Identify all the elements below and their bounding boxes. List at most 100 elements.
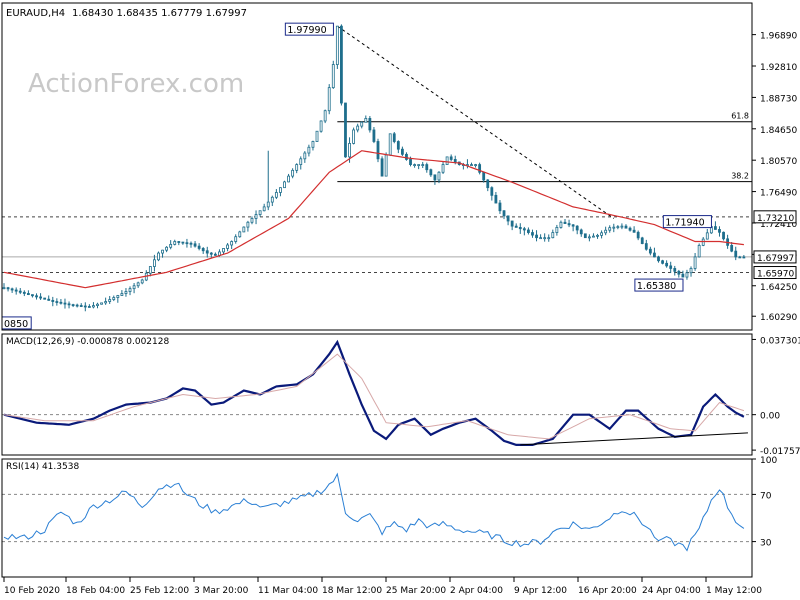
candle-body [624, 225, 628, 229]
candle-body [262, 206, 266, 212]
macd-frame [1, 333, 753, 456]
candle-body [730, 244, 734, 252]
candle-body [87, 306, 91, 308]
candle-body [246, 221, 250, 228]
candle-body [648, 248, 652, 254]
candle-body [571, 224, 575, 227]
candle-body [157, 252, 160, 261]
rsi-ytick-label: 100 [760, 456, 777, 466]
candle-body [258, 210, 262, 215]
candle-body [636, 231, 640, 239]
candle-body [567, 223, 571, 226]
candle-body [644, 243, 648, 250]
rsi-title: RSI(14) 41.3538 [6, 462, 79, 472]
macd-title: MACD(12,26,9) -0.000878 0.002128 [6, 337, 169, 347]
candle-body [222, 248, 225, 253]
candle-body [518, 227, 522, 230]
candle-body [6, 287, 10, 290]
candle-body [112, 297, 116, 300]
candle-body [429, 169, 433, 176]
candle-body [608, 227, 612, 231]
callout-box [284, 22, 334, 36]
candle-body [323, 110, 327, 122]
candle-body [35, 295, 38, 298]
candle-body [173, 241, 177, 245]
candle-body [612, 226, 616, 229]
candle-body [319, 120, 323, 132]
macd-ytick-label: -0.017577 [760, 447, 800, 457]
candle-body [441, 164, 445, 173]
candle-body [510, 220, 514, 227]
macd-line [3, 339, 745, 446]
candle-body [527, 229, 530, 233]
price-ytick-label: 1.80570 [760, 157, 797, 167]
candle-body [437, 171, 441, 181]
candle-body [340, 25, 343, 104]
candle-body [705, 232, 709, 240]
candle-body [209, 252, 213, 255]
candle-body [205, 250, 209, 254]
candle-body [344, 102, 347, 158]
candle-body [234, 236, 238, 242]
candle-body [43, 297, 47, 300]
candle-body [628, 227, 632, 231]
candle-body [502, 210, 506, 217]
level-price-box [753, 266, 797, 280]
x-tick-label: 3 Mar 20:00 [194, 586, 249, 596]
candle-body [470, 164, 473, 166]
candle-body [640, 237, 644, 244]
x-tick-label: 16 Apr 20:00 [578, 586, 637, 596]
candle-body [238, 231, 242, 238]
candle-body [669, 265, 673, 269]
candle-body [714, 226, 717, 230]
candle-body [494, 194, 498, 204]
price-frame [1, 2, 753, 331]
x-tick-label: 1 May 12:00 [706, 586, 762, 596]
price-ytick-label: 1.96890 [760, 32, 797, 42]
candle-body [14, 289, 18, 292]
moving-average-line [3, 150, 744, 289]
candle-body [148, 266, 152, 274]
macd-panel: MACD(12,26,9) -0.000878 0.002128 [2, 337, 752, 446]
x-tick-label: 25 Feb 12:00 [130, 586, 189, 596]
candle-body [506, 215, 510, 222]
candle-body [539, 237, 543, 240]
candle-body [604, 229, 608, 234]
candle-body [392, 133, 396, 142]
candle-body [18, 290, 22, 293]
candle-body [490, 187, 494, 196]
candle-body [514, 225, 518, 228]
x-tick-label: 18 Feb 04:00 [66, 586, 125, 596]
candle-body [124, 291, 128, 294]
callout-label: 1.97990 [287, 25, 326, 36]
rsi-ytick-label: 70 [760, 491, 772, 501]
x-tick-label: 24 Apr 04:00 [642, 586, 701, 596]
fib-label: 61.8 [731, 112, 749, 121]
candle-body [226, 244, 229, 249]
candle-body [132, 285, 136, 290]
candle-body [335, 25, 339, 65]
candle-body [254, 214, 258, 219]
level-price-label: 1.73210 [757, 214, 794, 224]
candle-body [92, 305, 95, 308]
candle-body [579, 229, 583, 235]
candle-body [547, 237, 551, 240]
macd-signal-line [3, 353, 745, 440]
candle-body [197, 245, 201, 249]
candle-body [535, 234, 538, 239]
candle-body [291, 169, 295, 177]
candle-body [449, 156, 453, 160]
candle-body [348, 143, 351, 158]
candle-body [376, 141, 380, 160]
candle-body [31, 294, 34, 297]
candle-body [632, 229, 636, 233]
candle-body [356, 125, 360, 131]
callout-label: 1.65380 [637, 281, 676, 292]
price-ytick-label: 1.92810 [760, 63, 797, 73]
candle-body [274, 192, 278, 198]
candle-body [661, 260, 664, 264]
candle-body [311, 141, 315, 148]
candle-body [177, 241, 181, 243]
